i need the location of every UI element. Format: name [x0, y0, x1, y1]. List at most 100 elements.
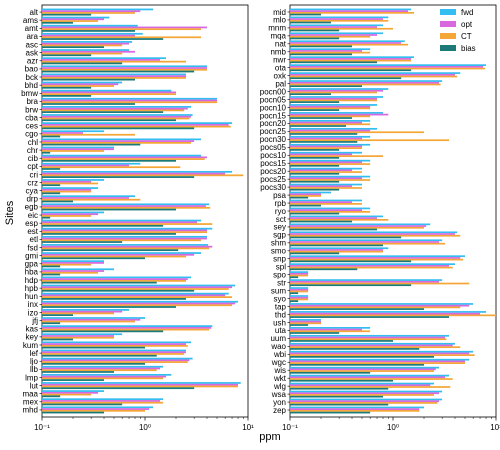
- bar-CT-pocs10: [290, 155, 384, 157]
- bar-bias-bhd: [42, 86, 92, 89]
- bar-CT-bmw: [42, 93, 177, 96]
- y-tick-label: mex: [23, 398, 38, 407]
- bar-fwd-ljo: [42, 357, 193, 360]
- bar-CT-chl: [42, 141, 192, 144]
- bar-opt-smo: [290, 249, 384, 251]
- bar-fwd-pocn30: [290, 135, 371, 138]
- bar-fwd-pocs20: [290, 167, 362, 170]
- y-tick-label: pocn30: [260, 135, 287, 144]
- bar-fwd-pocn05: [290, 96, 384, 98]
- bar-fwd-smo: [290, 247, 389, 250]
- bar-bias-hun: [42, 298, 186, 300]
- bar-fwd-nmb: [290, 48, 371, 51]
- y-tick-label: lef: [30, 349, 39, 358]
- bar-bias-bra: [42, 103, 136, 105]
- bar-CT-wbi: [290, 354, 475, 357]
- bar-CT-yon: [290, 402, 438, 404]
- bar-fwd-wgc: [290, 358, 470, 361]
- bar-bias-zep: [290, 411, 371, 414]
- bar-bias-pocn15: [290, 117, 353, 119]
- bar-bias-bck: [42, 78, 136, 81]
- bar-fwd-cgo: [42, 130, 105, 133]
- bar-bias-ces: [42, 127, 195, 130]
- bar-bias-pocn25: [290, 133, 358, 135]
- bar-bias-wao: [290, 348, 420, 350]
- bar-CT-tap: [290, 306, 461, 309]
- bar-CT-alt: [42, 12, 136, 14]
- bar-fwd-nat: [290, 40, 405, 43]
- y-tick-label: nwr: [273, 56, 286, 65]
- bar-CT-etl: [42, 239, 202, 242]
- bar-fwd-azr: [42, 57, 167, 60]
- y-tick-label: etl: [30, 235, 39, 244]
- y-tick-label: wbi: [273, 350, 286, 359]
- y-tick-label: chr: [27, 146, 38, 155]
- y-tick-label: syo: [274, 294, 287, 303]
- y-tick-label: ask: [26, 48, 39, 57]
- bar-CT-hdp: [42, 280, 186, 282]
- bar-fwd-wlg: [290, 382, 434, 385]
- bar-fwd-amt: [42, 24, 138, 27]
- bar-opt-pocs10: [290, 153, 353, 156]
- y-tick-label: kas: [26, 325, 38, 334]
- bar-CT-sey: [290, 226, 425, 229]
- bar-CT-spl: [290, 266, 453, 269]
- y-tick-label: oxk: [274, 71, 287, 80]
- bar-bias-chl: [42, 143, 141, 146]
- legend-swatch-fwd: [440, 9, 456, 15]
- bar-opt-pal: [290, 81, 440, 84]
- y-tick-label: sey: [274, 223, 286, 232]
- bar-bias-wsa: [290, 395, 384, 398]
- bar-fwd-pocn25: [290, 127, 378, 130]
- bar-bias-ota: [290, 69, 412, 72]
- bar-opt-nwr: [290, 58, 412, 60]
- y-tick-label: pocs15: [260, 159, 286, 168]
- y-tick-label: llb: [30, 365, 39, 374]
- bar-fwd-thd: [290, 311, 487, 313]
- x-tick-label: 10⁰: [139, 423, 151, 432]
- bar-bias-lef: [42, 354, 157, 357]
- bar-CT-egb: [42, 206, 211, 209]
- bar-opt-jfj: [42, 318, 141, 321]
- bar-CT-drp: [42, 198, 141, 201]
- bar-bias-spl: [290, 268, 358, 271]
- bar-bias-ryo: [290, 212, 340, 215]
- bar-bias-nwr: [290, 61, 378, 64]
- bar-bias-inx: [42, 306, 177, 308]
- bar-CT-cya: [42, 190, 92, 193]
- bar-bias-sct: [290, 220, 353, 223]
- y-tick-label: amt: [25, 24, 39, 33]
- bar-CT-uta: [290, 330, 371, 333]
- bar-fwd-bhd: [42, 81, 123, 84]
- bar-fwd-pocn15: [290, 112, 384, 114]
- y-tick-label: uta: [275, 326, 287, 335]
- bar-fwd-brw: [42, 106, 192, 108]
- bar-CT-wkt: [290, 378, 453, 380]
- legend-swatch-bias: [440, 45, 456, 51]
- bar-CT-pocs15: [290, 163, 371, 165]
- bar-opt-mnm: [290, 26, 378, 28]
- bar-CT-hun: [42, 296, 233, 299]
- bar-CT-cib: [42, 158, 205, 160]
- bar-fwd-mqa: [290, 32, 384, 35]
- legend-label-opt: opt: [461, 20, 473, 29]
- bar-fwd-ota: [290, 64, 487, 66]
- bar-opt-hpb: [42, 286, 233, 289]
- bar-opt-ush: [290, 320, 322, 323]
- bar-fwd-ams: [42, 16, 110, 19]
- y-tick-label: chl: [28, 138, 38, 147]
- bar-opt-pocn05: [290, 97, 378, 100]
- bar-opt-egb: [42, 205, 206, 207]
- bar-opt-rpb: [290, 201, 353, 204]
- bar-bias-pocs05: [290, 149, 340, 151]
- bar-fwd-lmp: [42, 373, 172, 376]
- bar-opt-gmi: [42, 253, 195, 256]
- bar-CT-lut: [42, 385, 239, 388]
- bar-bias-shm: [290, 244, 384, 247]
- bar-CT-psa: [290, 195, 322, 197]
- bar-bias-asc: [42, 46, 105, 49]
- bar-CT-oxk: [290, 75, 458, 78]
- y-tick-label: wgc: [271, 358, 286, 367]
- bar-opt-wao: [290, 344, 453, 347]
- bar-bias-brw: [42, 111, 164, 113]
